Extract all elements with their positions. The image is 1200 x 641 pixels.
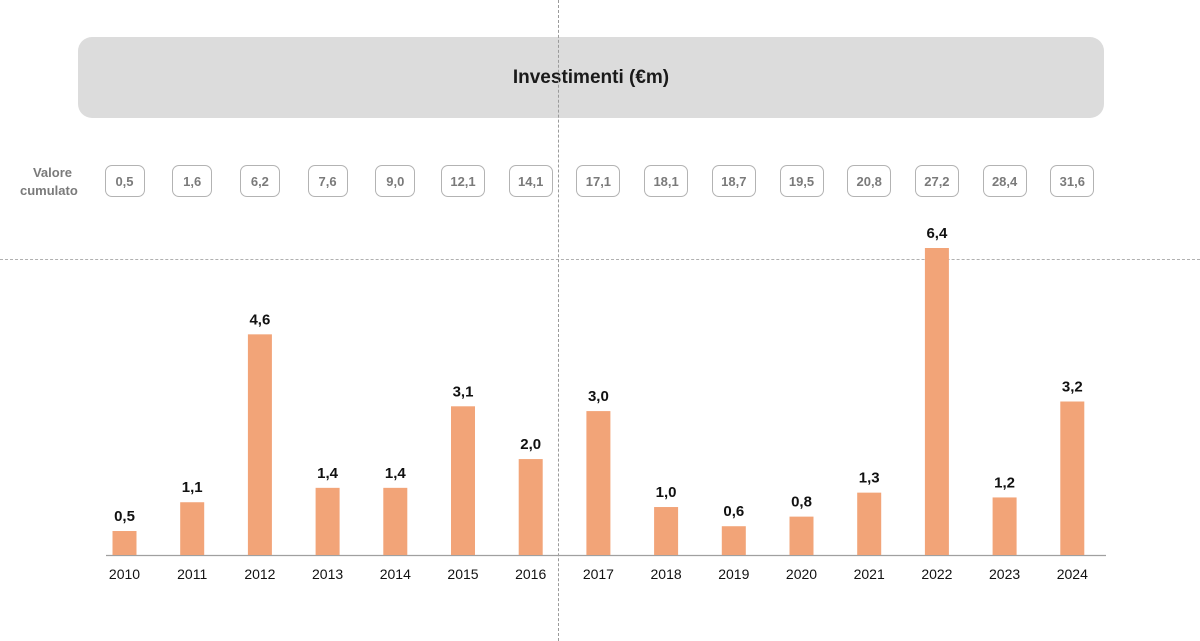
bar: [654, 507, 679, 555]
bar: [112, 531, 137, 555]
x-tick-label: 2010: [109, 566, 140, 582]
cumulative-label-line2: cumulato: [20, 183, 78, 198]
bar: [518, 459, 543, 555]
cumulative-value-box: 18,7: [711, 165, 756, 197]
data-label: 1,1: [182, 479, 203, 496]
data-label: 1,2: [994, 474, 1015, 491]
data-label: 0,8: [791, 494, 812, 511]
x-tick-label: 2015: [447, 566, 478, 582]
bar: [383, 487, 408, 555]
cumulative-value-box: 27,2: [914, 165, 959, 197]
bar: [721, 526, 746, 555]
cumulative-value-box: 28,4: [982, 165, 1027, 197]
cumulative-value-box: 7,6: [307, 165, 348, 197]
cumulative-value-box: 6,2: [239, 165, 280, 197]
cumulative-value-box: 31,6: [1050, 165, 1095, 197]
data-label: 2,0: [520, 436, 541, 453]
cumulative-value-box: 14,1: [508, 165, 553, 197]
x-tick-label: 2020: [786, 566, 817, 582]
x-tick-label: 2021: [854, 566, 885, 582]
data-label: 0,5: [114, 508, 135, 525]
title-banner: Investimenti (€m): [78, 37, 1104, 118]
bar: [992, 497, 1017, 555]
vertical-dashed-divider: [558, 0, 559, 641]
cumulative-value-box: 17,1: [576, 165, 621, 197]
cumulative-value-box: 0,5: [104, 165, 145, 197]
cumulative-value-box: 12,1: [441, 165, 485, 197]
x-tick-label: 2017: [583, 566, 614, 582]
bar: [789, 516, 814, 555]
data-label: 1,4: [317, 465, 339, 482]
bar: [857, 492, 882, 555]
x-tick-label: 2016: [515, 566, 546, 582]
x-tick-label: 2014: [380, 566, 411, 582]
data-label: 1,3: [859, 470, 880, 487]
cumulative-value-box: 9,0: [375, 165, 416, 197]
x-tick-label: 2019: [718, 566, 749, 582]
x-tick-label: 2012: [244, 566, 275, 582]
x-tick-label: 2024: [1057, 566, 1088, 582]
data-label: 3,2: [1062, 379, 1083, 396]
cumulative-label-line1: Valore: [32, 165, 72, 180]
cumulative-value-box: 19,5: [779, 165, 824, 197]
bar: [315, 487, 340, 555]
chart-title: Investimenti (€m): [512, 66, 670, 88]
cumulative-value-label: Valore cumulato: [20, 164, 78, 200]
bar: [924, 248, 949, 555]
horizontal-dashed-divider: [0, 259, 1200, 260]
data-label: 1,4: [385, 465, 407, 482]
cumulative-value-box: 20,8: [847, 165, 892, 197]
cumulative-value-box: 18,1: [644, 165, 689, 197]
cumulative-value-box: 1,6: [172, 165, 213, 197]
data-label: 3,1: [453, 383, 474, 400]
bar: [1060, 401, 1085, 555]
x-tick-label: 2022: [921, 566, 952, 582]
data-label: 1,0: [656, 484, 677, 501]
x-tick-label: 2011: [177, 566, 207, 582]
data-label: 0,6: [723, 503, 744, 520]
bar: [247, 334, 272, 555]
x-tick-label: 2023: [989, 566, 1020, 582]
data-label: 6,4: [926, 225, 948, 242]
bar: [586, 411, 611, 555]
data-label: 3,0: [588, 388, 609, 405]
data-label: 4,6: [249, 311, 270, 328]
x-tick-label: 2013: [312, 566, 343, 582]
bar: [180, 502, 205, 555]
bar: [451, 406, 475, 555]
x-tick-label: 2018: [651, 566, 682, 582]
